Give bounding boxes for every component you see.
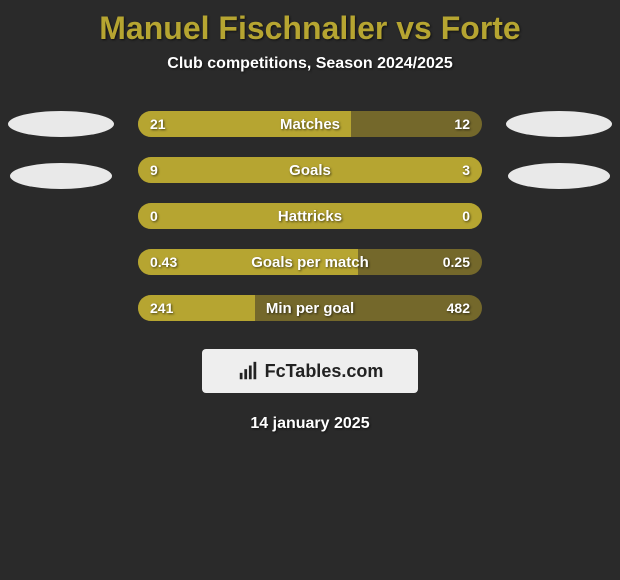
player2-name: Forte — [441, 10, 521, 46]
page-title: Manuel Fischnaller vs Forte — [0, 0, 620, 47]
stat-bar-left-fill — [138, 203, 482, 229]
stat-bar: 2112Matches — [138, 111, 482, 137]
stat-right-value: 12 — [454, 111, 470, 137]
subtitle: Club competitions, Season 2024/2025 — [0, 55, 620, 73]
stat-bar-left-fill — [138, 157, 386, 183]
stat-right-value: 482 — [447, 295, 470, 321]
stat-right-value: 0.25 — [443, 249, 470, 275]
stat-bar-left-fill — [138, 111, 351, 137]
stat-bar: 241482Min per goal — [138, 295, 482, 321]
stat-right-value: 0 — [462, 203, 470, 229]
vs-separator: vs — [387, 10, 440, 46]
chart-area: 2112Matches93Goals00Hattricks0.430.25Goa… — [0, 111, 620, 433]
stat-bars: 2112Matches93Goals00Hattricks0.430.25Goa… — [138, 111, 482, 321]
badge-placeholder — [506, 111, 612, 137]
stat-left-value: 0.43 — [150, 249, 177, 275]
player1-name: Manuel Fischnaller — [99, 10, 387, 46]
right-badge-column — [506, 111, 612, 189]
left-badge-column — [8, 111, 114, 189]
stat-right-value: 3 — [462, 157, 470, 183]
snapshot-date: 14 january 2025 — [0, 415, 620, 433]
badge-placeholder — [8, 111, 114, 137]
comparison-infographic: Manuel Fischnaller vs Forte Club competi… — [0, 0, 620, 580]
stat-left-value: 9 — [150, 157, 158, 183]
chart-icon — [237, 360, 259, 382]
stat-bar: 00Hattricks — [138, 203, 482, 229]
stat-left-value: 0 — [150, 203, 158, 229]
badge-placeholder — [10, 163, 112, 189]
source-logo: FcTables.com — [202, 349, 418, 393]
stat-left-value: 241 — [150, 295, 173, 321]
stat-left-value: 21 — [150, 111, 166, 137]
badge-placeholder — [508, 163, 610, 189]
stat-bar: 93Goals — [138, 157, 482, 183]
stat-bar: 0.430.25Goals per match — [138, 249, 482, 275]
source-logo-text: FcTables.com — [265, 361, 384, 382]
